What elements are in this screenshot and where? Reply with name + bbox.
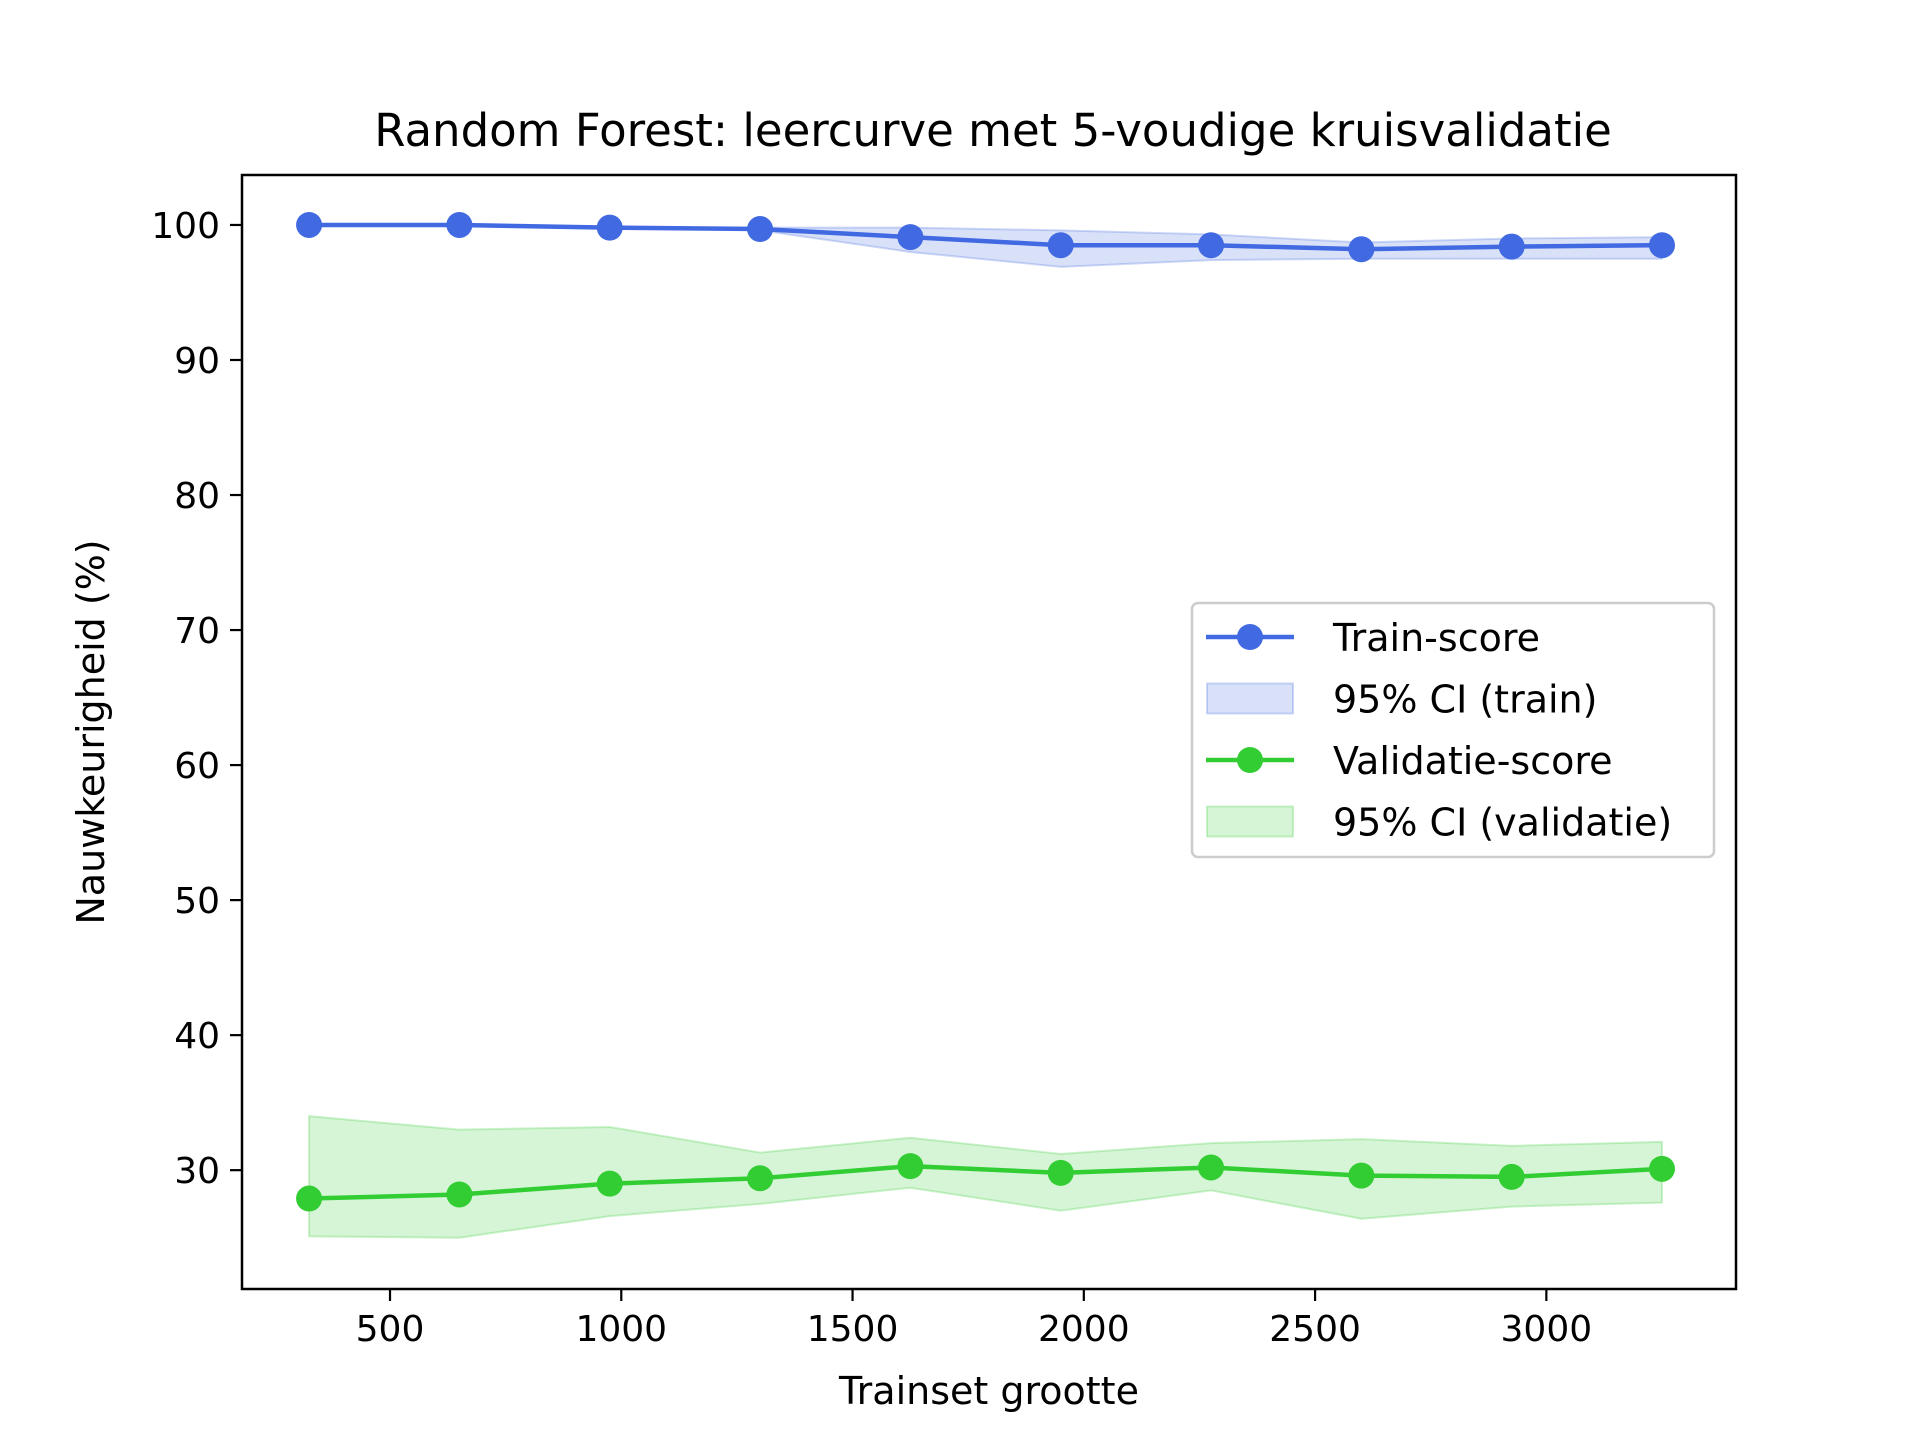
series-lines bbox=[309, 222, 1663, 1201]
train-score-legend-marker bbox=[1237, 624, 1263, 650]
validatie-score-legend-marker bbox=[1237, 747, 1263, 773]
validatie-score-point bbox=[446, 1181, 473, 1208]
validatie-score-point bbox=[897, 1153, 924, 1180]
validatie-score-point bbox=[596, 1170, 623, 1197]
validatie-score-point bbox=[747, 1165, 774, 1192]
train-score-line bbox=[309, 222, 1663, 252]
series-markers bbox=[296, 211, 1675, 1212]
validatie-score-point bbox=[1648, 1155, 1675, 1182]
y-axis-ticks: 30 40 50 60 70 80 90 100 bbox=[151, 206, 242, 1192]
y-tick-label: 60 bbox=[174, 746, 220, 787]
validatie-score-point bbox=[1348, 1162, 1375, 1189]
train-score-point bbox=[596, 214, 623, 241]
x-tick-label: 2000 bbox=[1038, 1309, 1130, 1350]
legend: Train-score 95% CI (train) Validatie-score… bbox=[1190, 601, 1716, 859]
train-score-point bbox=[747, 216, 774, 243]
95-ci-validatie-legend-label: 95% CI (validatie) bbox=[1333, 801, 1672, 845]
y-axis-label: Nauwkeurigheid (%) bbox=[69, 539, 113, 924]
95-ci-train-legend-swatch bbox=[1206, 682, 1294, 715]
validatie-score-point bbox=[1047, 1159, 1074, 1186]
x-tick-label: 500 bbox=[356, 1309, 425, 1350]
y-tick-label: 70 bbox=[174, 611, 220, 652]
train-score-point bbox=[1648, 232, 1675, 259]
y-tick-label: 90 bbox=[174, 341, 220, 382]
x-tick-label: 1000 bbox=[575, 1309, 667, 1350]
train-score-legend-label: Train-score bbox=[1332, 616, 1540, 660]
y-tick-label: 30 bbox=[174, 1151, 220, 1192]
validatie-score-point bbox=[1498, 1163, 1525, 1190]
x-tick-label: 2500 bbox=[1269, 1309, 1361, 1350]
validatie-score-line bbox=[309, 1163, 1663, 1201]
train-score-point bbox=[897, 224, 924, 251]
y-tick-label: 50 bbox=[174, 881, 220, 922]
legend-box bbox=[1190, 601, 1716, 859]
y-tick-label: 100 bbox=[151, 206, 220, 247]
x-tick-label: 3000 bbox=[1501, 1309, 1593, 1350]
chart-title: Random Forest: leercurve met 5-voudige k… bbox=[374, 104, 1612, 157]
95-ci-validatie-legend-swatch bbox=[1206, 805, 1294, 838]
train-score-point bbox=[296, 211, 323, 238]
train-score-point bbox=[1348, 236, 1375, 263]
train-score-point bbox=[1198, 232, 1225, 259]
train-score-point bbox=[1498, 233, 1525, 260]
validatie-score-ci-band bbox=[308, 1115, 1663, 1239]
95-ci-train-legend-label: 95% CI (train) bbox=[1333, 678, 1597, 722]
train-score-point bbox=[1047, 232, 1074, 259]
x-axis-label: Trainset grootte bbox=[838, 1369, 1139, 1413]
plot-area-frame bbox=[240, 173, 1738, 1291]
validatie-score-point bbox=[296, 1185, 323, 1212]
validatie-score-legend-label: Validatie-score bbox=[1333, 739, 1613, 783]
y-tick-label: 40 bbox=[174, 1016, 220, 1057]
x-axis-ticks: 500 1000 1500 2000 2500 3000 bbox=[356, 1289, 1593, 1350]
train-score-point bbox=[446, 211, 473, 238]
x-tick-label: 1500 bbox=[807, 1309, 899, 1350]
y-tick-label: 80 bbox=[174, 476, 220, 517]
validatie-score-point bbox=[1198, 1154, 1225, 1181]
